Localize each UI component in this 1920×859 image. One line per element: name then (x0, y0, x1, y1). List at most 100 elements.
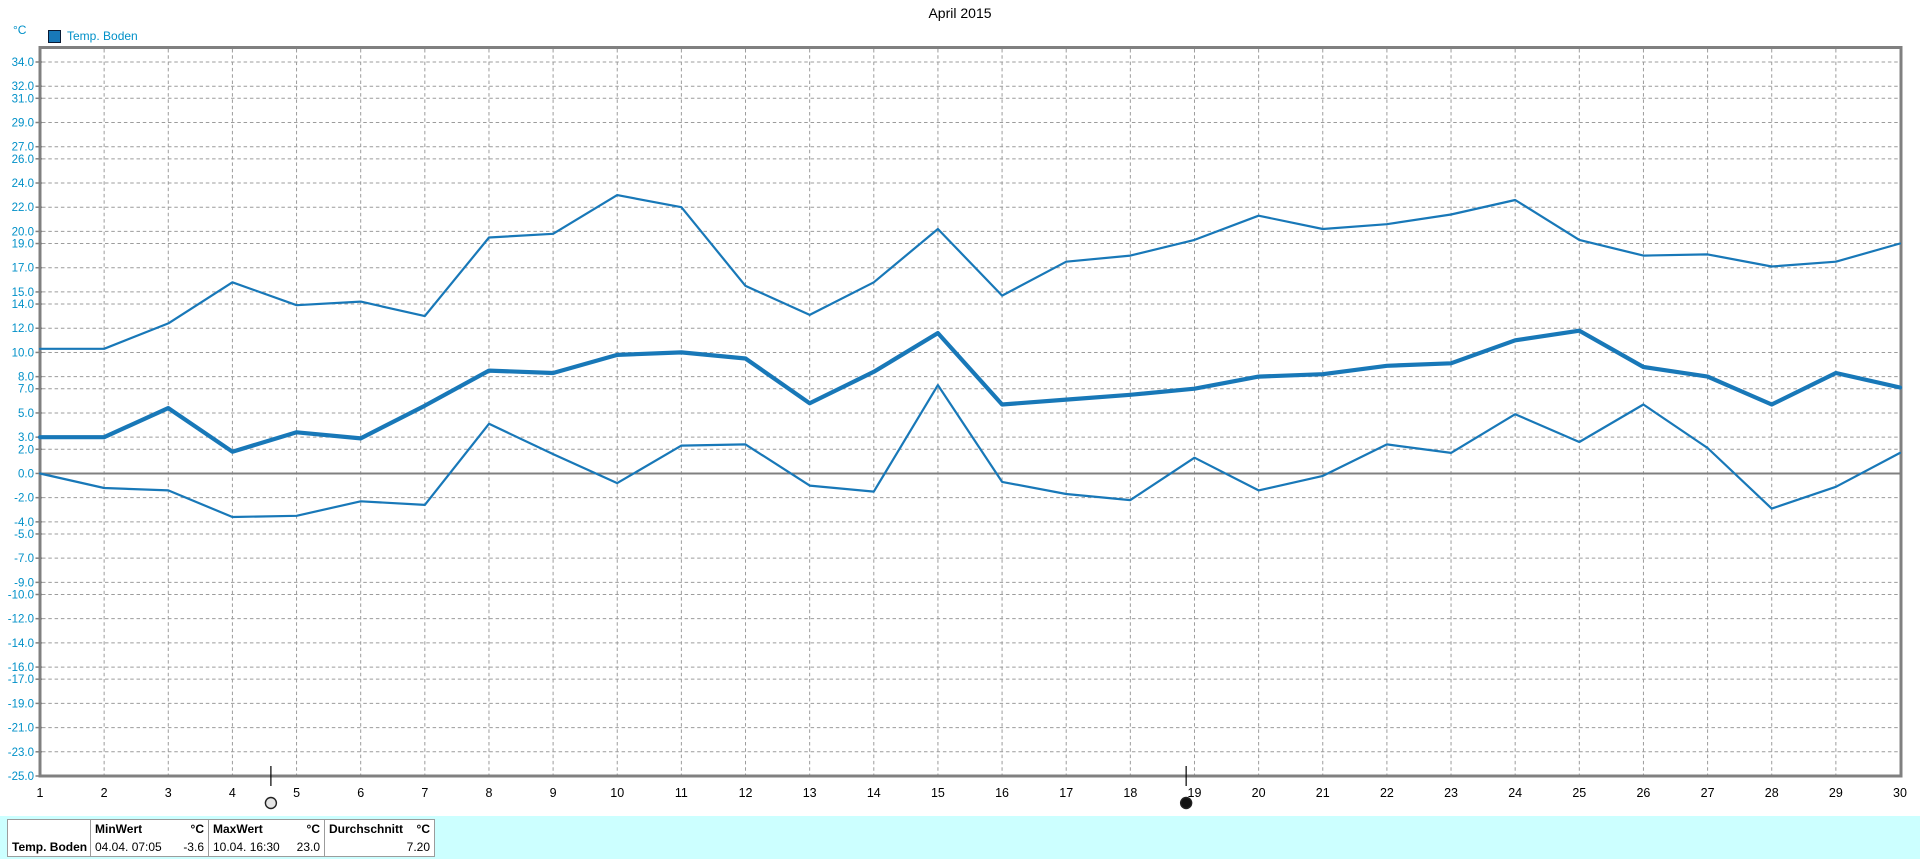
svg-text:-7.0: -7.0 (14, 553, 34, 565)
maxwert-header-cell: MaxWert °C (208, 820, 324, 838)
min-temperature-line (38, 384, 1902, 519)
svg-text:27.0: 27.0 (12, 142, 34, 154)
svg-text:10.0: 10.0 (12, 347, 34, 359)
svg-text:-4.0: -4.0 (14, 517, 34, 529)
svg-text:15.0: 15.0 (12, 287, 34, 299)
durchschnitt-header: Durchschnitt (329, 822, 404, 836)
minwert-datetime: 04.04. 07:05 (95, 840, 162, 854)
svg-text:28: 28 (1765, 786, 1779, 800)
svg-text:-19.0: -19.0 (8, 698, 34, 710)
svg-text:27: 27 (1701, 786, 1715, 800)
svg-text:-16.0: -16.0 (8, 662, 34, 674)
svg-text:32.0: 32.0 (12, 81, 34, 93)
svg-text:12: 12 (739, 786, 753, 800)
svg-text:6: 6 (357, 786, 364, 800)
svg-text:12.0: 12.0 (12, 323, 34, 335)
svg-text:26: 26 (1636, 786, 1650, 800)
maxwert-datetime: 10.04. 16:30 (213, 840, 280, 854)
y-axis-unit-label: °C (13, 23, 27, 37)
svg-text:3: 3 (165, 786, 172, 800)
svg-text:30: 30 (1893, 786, 1907, 800)
durchschnitt-header-cell: Durchschnitt °C (324, 820, 434, 838)
svg-text:-21.0: -21.0 (8, 723, 34, 735)
svg-text:24: 24 (1508, 786, 1522, 800)
minwert-header: MinWert (95, 822, 143, 836)
svg-text:17: 17 (1059, 786, 1073, 800)
minwert-header-cell: MinWert °C (90, 820, 208, 838)
svg-text:16: 16 (995, 786, 1009, 800)
avg-temperature-line (37, 328, 1903, 454)
svg-text:7.0: 7.0 (18, 384, 34, 396)
durchschnitt-value-cell: 7.20 (324, 838, 434, 856)
svg-text:19.0: 19.0 (12, 239, 34, 251)
chart-title: April 2015 (928, 5, 992, 21)
svg-text:22.0: 22.0 (12, 202, 34, 214)
y-axis: 34.0 32.031.0 29.0 27.026.0 24.0 22.0 20.019.0… (8, 57, 42, 783)
svg-text:-14.0: -14.0 (8, 638, 34, 650)
svg-text:-9.0: -9.0 (14, 577, 34, 589)
svg-text:7: 7 (421, 786, 428, 800)
summary-table: MinWert °C MaxWert °C Durchschnitt °C Te… (7, 819, 435, 857)
minwert-value: -3.6 (183, 840, 204, 854)
svg-text:34.0: 34.0 (12, 57, 34, 69)
svg-text:-23.0: -23.0 (8, 747, 34, 759)
svg-text:8: 8 (485, 786, 492, 800)
svg-text:5.0: 5.0 (18, 408, 34, 420)
x-axis: 1 2 3 4 5 6 7 8 9 10 11 12 13 14 15 16 17 18 19 20 21 22 23 24 2… (37, 786, 1907, 800)
svg-text:-2.0: -2.0 (14, 493, 34, 505)
summary-strip: MinWert °C MaxWert °C Durchschnitt °C Te… (0, 816, 1920, 859)
svg-text:8.0: 8.0 (18, 372, 34, 384)
svg-text:0.0: 0.0 (18, 468, 34, 480)
summary-row-label: Temp. Boden (12, 840, 88, 854)
legend: Temp. Boden (48, 29, 138, 43)
svg-text:21: 21 (1316, 786, 1330, 800)
legend-label: Temp. Boden (67, 29, 138, 43)
max-temperature-line (38, 194, 1902, 350)
svg-text:20: 20 (1252, 786, 1266, 800)
svg-text:-5.0: -5.0 (14, 529, 34, 541)
svg-text:23: 23 (1444, 786, 1458, 800)
durchschnitt-unit: °C (416, 822, 430, 836)
svg-text:1: 1 (37, 786, 44, 800)
maxwert-header: MaxWert (213, 822, 263, 836)
svg-text:10: 10 (610, 786, 624, 800)
gridlines (42, 49, 1900, 775)
svg-text:3.0: 3.0 (18, 432, 34, 444)
legend-swatch-icon (48, 29, 61, 43)
svg-text:-12.0: -12.0 (8, 614, 34, 626)
svg-text:20.0: 20.0 (12, 226, 34, 238)
svg-text:2: 2 (101, 786, 108, 800)
svg-text:11: 11 (675, 786, 688, 800)
svg-text:18: 18 (1123, 786, 1137, 800)
full-moon-marker (264, 766, 278, 810)
svg-text:17.0: 17.0 (12, 263, 34, 275)
maxwert-unit: °C (306, 822, 320, 836)
svg-text:25: 25 (1572, 786, 1586, 800)
minwert-unit: °C (190, 822, 204, 836)
svg-text:24.0: 24.0 (12, 178, 34, 190)
svg-text:14.0: 14.0 (12, 299, 34, 311)
svg-text:15: 15 (931, 786, 945, 800)
plot-border (38, 46, 1903, 778)
svg-text:29: 29 (1829, 786, 1843, 800)
svg-text:-17.0: -17.0 (8, 674, 34, 686)
summary-corner-cell (8, 820, 90, 838)
svg-text:-10.0: -10.0 (8, 589, 34, 601)
svg-text:22: 22 (1380, 786, 1394, 800)
svg-text:13: 13 (803, 786, 817, 800)
svg-text:5: 5 (293, 786, 300, 800)
durchschnitt-value: 7.20 (406, 840, 430, 854)
svg-text:2.0: 2.0 (18, 444, 34, 456)
minwert-value-cell: 04.04. 07:05 -3.6 (90, 838, 208, 856)
svg-text:31.0: 31.0 (12, 93, 34, 105)
svg-text:-25.0: -25.0 (8, 771, 34, 783)
new-moon-marker (1179, 766, 1193, 810)
maxwert-value: 23.0 (296, 840, 320, 854)
maxwert-value-cell: 10.04. 16:30 23.0 (208, 838, 324, 856)
svg-text:14: 14 (867, 786, 881, 800)
svg-text:19: 19 (1188, 786, 1202, 800)
svg-text:29.0: 29.0 (12, 118, 34, 130)
svg-text:4: 4 (229, 786, 236, 800)
svg-text:26.0: 26.0 (12, 154, 34, 166)
svg-text:9: 9 (550, 786, 557, 800)
